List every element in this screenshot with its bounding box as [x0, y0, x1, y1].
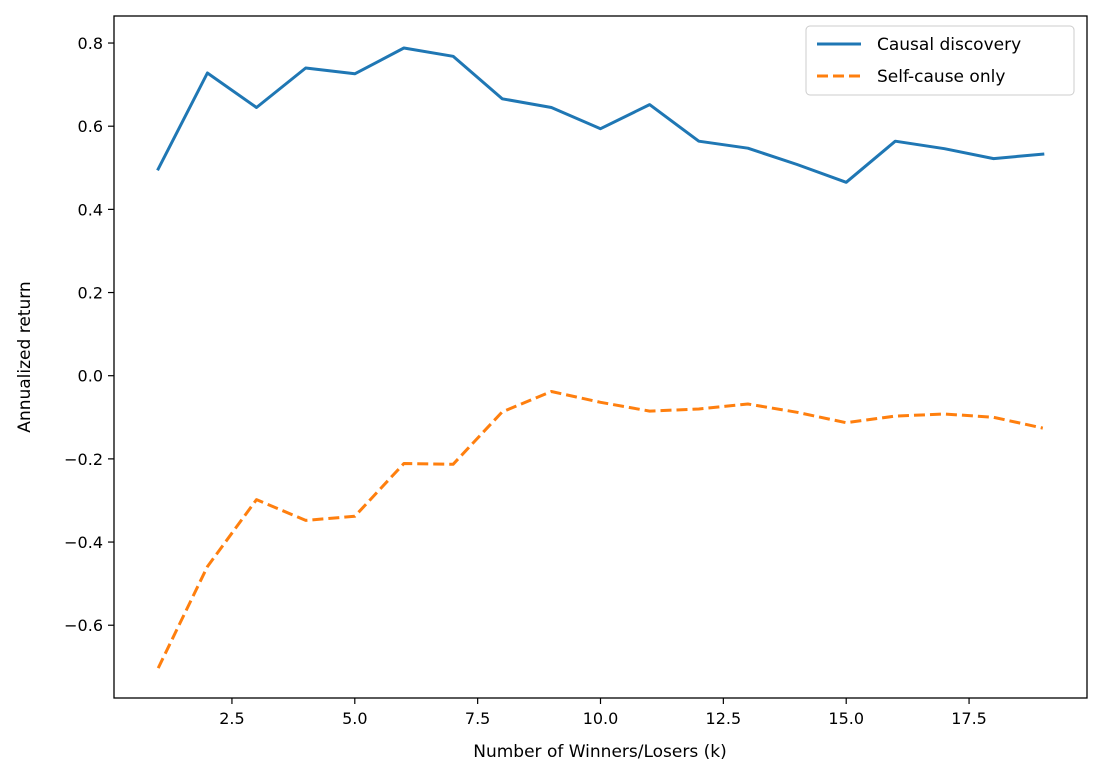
data-point-causal-discovery: [992, 157, 995, 160]
data-point-self-cause-only: [304, 519, 307, 522]
data-point-self-cause-only: [697, 408, 700, 411]
y-tick-label: 0.4: [78, 200, 103, 219]
data-point-causal-discovery: [402, 47, 405, 50]
data-point-self-cause-only: [206, 565, 209, 568]
series-layer: [156, 46, 1045, 670]
data-point-self-cause-only: [550, 390, 553, 393]
x-tick-label: 10.0: [583, 709, 619, 728]
data-point-causal-discovery: [452, 55, 455, 58]
plot-background: [114, 16, 1087, 698]
y-tick-label: 0.2: [78, 284, 103, 303]
data-point-causal-discovery: [550, 106, 553, 109]
y-tick-label: 0.8: [78, 34, 103, 53]
data-point-causal-discovery: [353, 72, 356, 75]
y-axis: −0.6 −0.4 −0.2 0.0 0.2 0.4 0.6 0.8: [64, 34, 114, 635]
series-line-causal-discovery: [156, 46, 1045, 184]
data-point-causal-discovery: [255, 106, 258, 109]
data-point-causal-discovery: [206, 72, 209, 75]
data-point-causal-discovery: [599, 127, 602, 130]
data-point-causal-discovery: [943, 147, 946, 150]
data-point-self-cause-only: [402, 462, 405, 465]
x-tick-label: 17.5: [951, 709, 987, 728]
data-point-self-cause-only: [894, 415, 897, 418]
data-point-causal-discovery: [894, 140, 897, 143]
data-point-self-cause-only: [353, 515, 356, 518]
y-axis-label: Annualized return: [15, 281, 35, 432]
y-tick-label: 0.0: [78, 367, 103, 386]
data-point-self-cause-only: [255, 498, 258, 501]
y-tick-label: 0.6: [78, 117, 103, 136]
data-point-causal-discovery: [1041, 153, 1044, 156]
legend-label-causal-discovery: Causal discovery: [877, 35, 1021, 55]
data-point-causal-discovery: [796, 163, 799, 166]
x-tick-label: 12.5: [706, 709, 742, 728]
x-tick-label: 2.5: [219, 709, 244, 728]
data-point-causal-discovery: [648, 103, 651, 106]
y-tick-label: −0.4: [64, 533, 103, 552]
data-point-self-cause-only: [992, 416, 995, 419]
series-line-self-cause-only: [156, 390, 1044, 669]
data-point-causal-discovery: [697, 140, 700, 143]
y-tick-label: −0.6: [64, 616, 103, 635]
data-point-self-cause-only: [943, 413, 946, 416]
legend-label-self-cause-only: Self-cause only: [877, 67, 1005, 87]
data-point-causal-discovery: [746, 147, 749, 150]
data-point-self-cause-only: [1041, 427, 1044, 430]
data-point-causal-discovery: [845, 181, 848, 184]
data-point-self-cause-only: [157, 667, 160, 670]
x-tick-label: 7.5: [465, 709, 490, 728]
data-point-causal-discovery: [304, 67, 307, 70]
data-point-self-cause-only: [746, 403, 749, 406]
data-point-causal-discovery: [501, 97, 504, 100]
data-point-self-cause-only: [452, 463, 455, 466]
y-tick-label: −0.2: [64, 450, 103, 469]
data-point-self-cause-only: [796, 411, 799, 414]
x-tick-label: 5.0: [342, 709, 367, 728]
data-point-self-cause-only: [845, 421, 848, 424]
x-tick-label: 15.0: [828, 709, 864, 728]
data-point-causal-discovery: [157, 168, 160, 171]
data-point-self-cause-only: [648, 410, 651, 413]
data-point-self-cause-only: [501, 410, 504, 413]
data-point-self-cause-only: [599, 401, 602, 404]
legend-frame: [805, 25, 1075, 96]
x-axis-label: Number of Winners/Losers (k): [473, 742, 726, 762]
x-axis: 2.5 5.0 7.5 10.0 12.5 15.0 17.5: [219, 698, 987, 728]
legend: Causal discovery Self-cause only: [805, 25, 1075, 96]
